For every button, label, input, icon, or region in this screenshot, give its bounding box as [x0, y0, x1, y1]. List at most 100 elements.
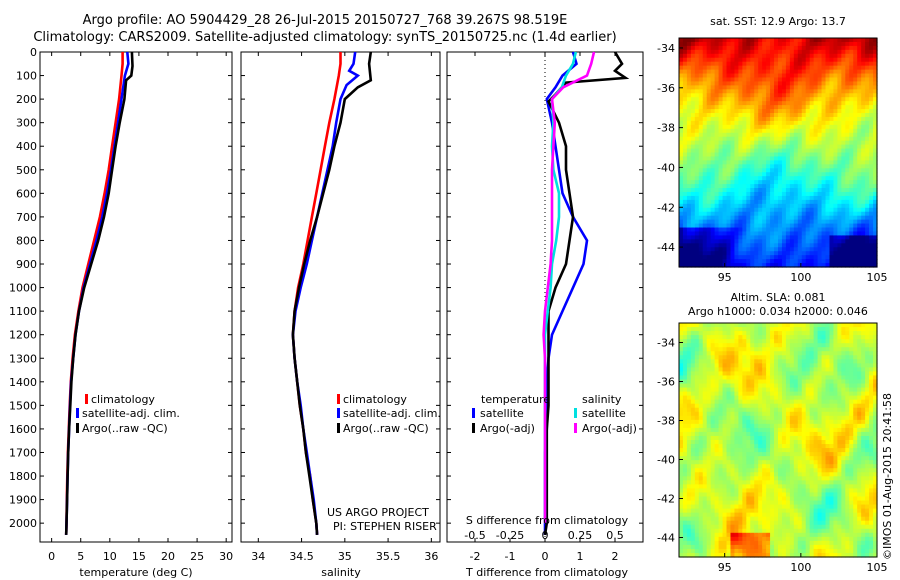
heatmap-cell	[690, 395, 696, 401]
heatmap-cell	[702, 132, 708, 138]
heatmap-cell	[785, 168, 791, 173]
heatmap-cell	[857, 239, 862, 244]
heatmap-cell	[781, 61, 787, 67]
heatmap-cell	[829, 207, 835, 213]
heatmap-cell	[841, 65, 846, 71]
heatmap-cell	[706, 468, 712, 473]
heatmap-cell	[738, 176, 743, 181]
heatmap-cell	[797, 536, 803, 542]
heatmap-cell	[833, 199, 838, 205]
heatmap-cell	[702, 184, 708, 189]
heatmap-cell	[742, 101, 747, 106]
heatmap-cell	[718, 144, 724, 150]
heatmap-cell	[702, 359, 708, 364]
heatmap-cell	[710, 263, 716, 268]
heatmap-cell	[690, 109, 696, 114]
heatmap-cell	[821, 97, 827, 102]
heatmap-cell	[746, 540, 751, 546]
heatmap-cell	[722, 500, 728, 506]
heatmap-cell	[698, 351, 704, 356]
heatmap-cell	[742, 323, 747, 328]
heatmap-cell	[714, 144, 720, 150]
heatmap-cell	[817, 231, 823, 237]
heatmap-cell	[873, 247, 878, 252]
heatmap-cell	[726, 243, 732, 248]
heatmap-cell	[845, 148, 850, 154]
heatmap-cell	[774, 375, 779, 381]
heatmap-cell	[853, 65, 858, 71]
heatmap-cell	[865, 45, 870, 51]
heatmap-cell	[718, 247, 724, 252]
heatmap-cell	[742, 500, 747, 506]
heatmap-cell	[758, 128, 763, 134]
heatmap-cell	[857, 164, 862, 169]
heatmap-cell	[789, 188, 795, 193]
heatmap-cell	[722, 180, 728, 185]
heatmap-cell	[718, 492, 724, 498]
y-tick-label: 300	[16, 117, 37, 130]
heatmap-cell	[742, 231, 747, 237]
heatmap-cell	[726, 148, 732, 154]
heatmap-cell	[770, 407, 775, 413]
heatmap-cell	[702, 391, 708, 397]
heatmap-cell	[865, 188, 870, 193]
heatmap-cell	[750, 160, 755, 165]
heatmap-cell	[714, 464, 720, 469]
heatmap-cell	[679, 180, 684, 185]
heatmap-cell	[785, 231, 791, 237]
heatmap-cell	[785, 371, 791, 377]
heatmap-cell	[785, 355, 791, 360]
heatmap-cell	[738, 77, 743, 83]
heatmap-cell	[754, 53, 759, 59]
heatmap-cell	[706, 508, 712, 514]
heatmap-cell	[750, 109, 755, 114]
heatmap-cell	[865, 89, 870, 94]
heatmap-cell	[845, 251, 850, 256]
heatmap-cell	[865, 140, 870, 146]
heatmap-cell	[801, 516, 807, 522]
heatmap-cell	[694, 403, 700, 409]
heatmap-cell	[789, 164, 795, 169]
heatmap-cell	[801, 148, 807, 154]
heatmap-cell	[841, 235, 846, 240]
heatmap-cell	[774, 552, 779, 558]
heatmap-cell	[718, 172, 724, 177]
heatmap-cell	[789, 500, 795, 506]
heatmap-cell	[785, 152, 791, 158]
heatmap-cell	[766, 251, 771, 256]
heatmap-cell	[833, 164, 838, 169]
heatmap-cell	[853, 120, 858, 126]
heatmap-cell	[746, 480, 751, 485]
heatmap-cell	[801, 339, 807, 344]
heatmap-cell	[710, 552, 716, 558]
heatmap-cell	[682, 343, 688, 348]
heatmap-cell	[706, 53, 712, 59]
heatmap-cell	[734, 335, 739, 340]
heatmap-cell	[679, 38, 684, 43]
heatmap-cell	[738, 383, 743, 389]
heatmap-cell	[694, 544, 700, 550]
heatmap-cell	[778, 211, 783, 217]
heatmap-cell	[754, 247, 759, 252]
heatmap-cell	[766, 231, 771, 237]
heatmap-cell	[829, 105, 835, 110]
heatmap-cell	[746, 227, 751, 233]
y-tick-label: 1700	[9, 446, 37, 459]
heatmap-cell	[845, 124, 850, 130]
heatmap-cell	[809, 219, 815, 225]
heatmap-cell	[793, 548, 799, 554]
heatmap-cell	[762, 323, 767, 328]
heatmap-cell	[766, 45, 771, 51]
heatmap-cell	[726, 77, 732, 83]
heatmap-cell	[789, 243, 795, 248]
heatmap-cell	[714, 548, 720, 554]
heatmap-cell	[785, 184, 791, 189]
heatmap-cell	[797, 528, 803, 534]
heatmap-cell	[710, 403, 716, 409]
heatmap-cell	[869, 164, 874, 169]
heatmap-cell	[774, 516, 779, 522]
heatmap-cell	[702, 512, 708, 518]
heatmap-cell	[718, 379, 724, 385]
heatmap-cell	[853, 168, 858, 173]
heatmap-cell	[817, 140, 823, 146]
